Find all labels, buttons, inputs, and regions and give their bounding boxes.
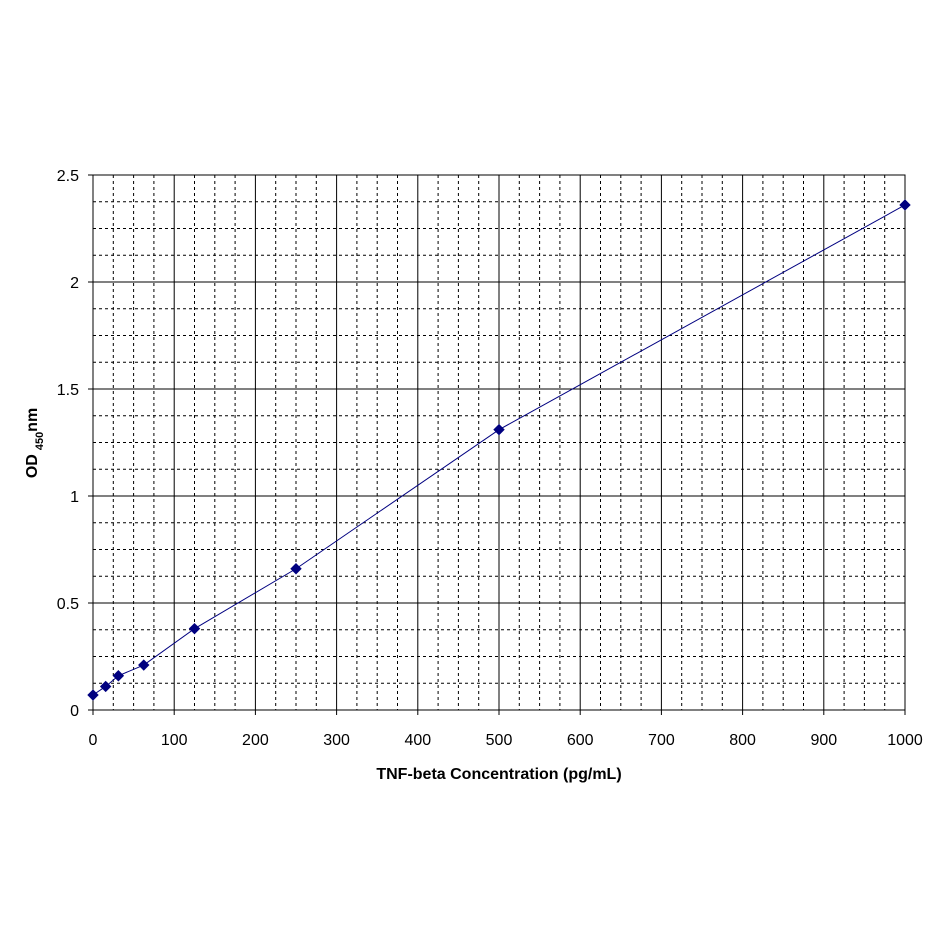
y-axis-title: OD 450nm	[24, 408, 46, 478]
x-tick-label: 900	[810, 732, 837, 749]
x-tick-label: 300	[323, 732, 350, 749]
data-point	[138, 659, 150, 671]
y-tick-label: 0.5	[57, 596, 79, 613]
x-tick-label: 200	[242, 732, 269, 749]
x-tick-label: 0	[89, 732, 98, 749]
data-point	[188, 622, 201, 635]
x-tick-label: 100	[161, 732, 188, 749]
series-layer	[87, 199, 911, 701]
y-tick-label: 1.5	[57, 382, 79, 399]
data-point	[87, 689, 99, 701]
x-tick-label: 500	[486, 732, 513, 749]
data-point	[99, 680, 112, 693]
x-tick-label: 400	[404, 732, 431, 749]
data-point	[899, 199, 911, 211]
x-tick-label: 700	[648, 732, 675, 749]
y-axis: 0 0.5 1 1.5 2 2.5	[57, 168, 93, 720]
data-point	[493, 423, 505, 436]
y-tick-label: 2.5	[57, 168, 79, 185]
x-tick-label: 600	[567, 732, 594, 749]
y-axis-title-unit: nm	[24, 408, 41, 432]
y-axis-title-main: OD	[24, 454, 41, 478]
y-tick-label: 0	[70, 703, 79, 720]
data-point	[290, 563, 302, 575]
y-axis-title-subscript: 450	[34, 432, 46, 450]
y-tick-label: 2	[70, 275, 79, 292]
x-axis: 0 100 200 300 400 500 600 700 800 900 1000	[89, 710, 923, 749]
x-tick-label: 1000	[887, 732, 923, 749]
x-tick-label: 800	[729, 732, 756, 749]
data-point	[112, 670, 125, 682]
x-axis-title: TNF-beta Concentration (pg/mL)	[376, 766, 621, 783]
y-tick-label: 1	[70, 489, 79, 506]
minor-grid	[93, 175, 905, 710]
